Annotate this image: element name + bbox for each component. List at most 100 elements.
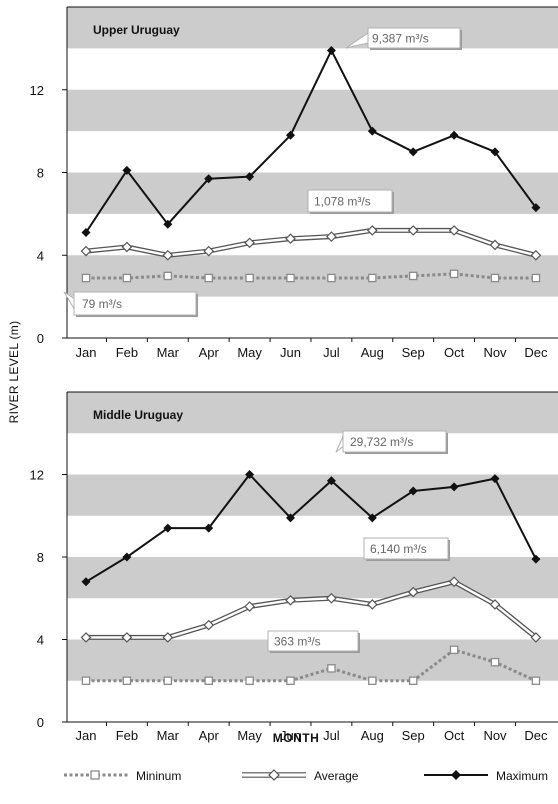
- annotation-box: [342, 430, 447, 453]
- point-average-sep: [407, 586, 419, 598]
- y-tick-label: 0: [37, 715, 44, 730]
- point-maximum-jul: [326, 476, 336, 486]
- x-tick-label-aug: Aug: [361, 728, 384, 743]
- point-maximum-apr: [204, 174, 214, 184]
- point-average-dec: [530, 249, 542, 261]
- point-minimum-feb: [122, 273, 132, 283]
- legend-label-maximum: Maximum: [496, 769, 548, 783]
- x-tick-label-dec: Dec: [524, 728, 548, 743]
- shaded-band: [67, 557, 558, 599]
- x-tick-label-feb: Feb: [116, 728, 138, 743]
- annotation-box: [73, 291, 197, 316]
- annotation-maximum: 9,387 m³/s: [345, 27, 462, 50]
- annotation-label: 79 m³/s: [82, 297, 122, 311]
- point-minimum-jul: [327, 273, 336, 283]
- shaded-band: [67, 474, 558, 516]
- x-tick-label-nov: Nov: [483, 345, 507, 360]
- point-maximum-may: [245, 470, 255, 479]
- point-average-nov: [489, 239, 501, 251]
- point-average-aug: [366, 599, 378, 610]
- point-maximum-sep: [408, 486, 418, 496]
- x-axis-title: MONTH: [273, 731, 320, 745]
- legend-label-average: Average: [314, 769, 359, 783]
- annotation-box: [363, 537, 449, 560]
- point-maximum-jun: [286, 130, 295, 140]
- shaded-band: [67, 392, 558, 434]
- point-average-mar: [162, 632, 174, 643]
- y-tick-label: 12: [30, 468, 44, 483]
- point-minimum-mar: [163, 676, 173, 686]
- point-maximum-feb: [122, 165, 132, 175]
- point-minimum-apr: [204, 676, 213, 686]
- middle-uruguay-panel: 0 4 8 12 Jan Feb Mar Apr May Jun Jul Aug Sep Oct Nov De…: [30, 391, 558, 743]
- point-maximum-oct: [449, 482, 459, 492]
- point-average-may: [244, 601, 255, 612]
- x-tick-label-jan: Jan: [76, 345, 97, 360]
- y-tick-label: 12: [30, 83, 44, 98]
- point-maximum-nov: [490, 147, 500, 157]
- y-tick-label: 8: [37, 166, 44, 181]
- series-mininum: [81, 645, 541, 686]
- x-tick-label-jul: Jul: [323, 728, 340, 743]
- legend-average: Average: [242, 769, 359, 783]
- series-line-minimum: [86, 648, 537, 683]
- point-maximum-mar: [163, 523, 173, 533]
- x-tick-label-apr: Apr: [199, 728, 220, 743]
- legend-maximum: Maximum: [424, 769, 548, 783]
- point-minimum-aug: [368, 676, 377, 686]
- annotation-box: [307, 189, 393, 213]
- point-minimum-nov: [490, 657, 500, 667]
- point-minimum-apr: [204, 273, 213, 283]
- point-minimum-sep: [408, 271, 418, 281]
- annotation-average: 1,078 m³/s: [307, 189, 394, 214]
- point-maximum-may: [245, 172, 255, 182]
- point-average-jul: [326, 231, 337, 242]
- series-line-minimum: [86, 272, 536, 280]
- series-line-maximum: [85, 473, 537, 583]
- point-average-nov: [489, 599, 501, 610]
- y-tick-label: 4: [37, 248, 44, 263]
- point-average-jun: [285, 233, 296, 245]
- annotation-label: 6,140 m³/s: [370, 542, 427, 556]
- annotation-pointer: [335, 436, 344, 453]
- point-minimum-mar: [163, 271, 173, 281]
- point-maximum-dec: [531, 203, 541, 213]
- x-tick-label-jul: Jul: [323, 345, 340, 360]
- series-line-maximum: [85, 49, 537, 234]
- point-average-jun: [285, 594, 296, 606]
- x-tick-label-may: May: [237, 728, 262, 743]
- point-maximum-mar: [163, 219, 173, 229]
- x-tick-label-feb: Feb: [116, 345, 138, 360]
- x-tick-label-mar: Mar: [157, 728, 180, 743]
- annotation-label: 9,387 m³/s: [372, 32, 429, 46]
- shaded-band: [67, 89, 558, 132]
- panel-title: Upper Uruguay: [93, 23, 180, 37]
- series-line-average-inner: [86, 580, 537, 639]
- x-tick-label-apr: Apr: [199, 345, 220, 360]
- point-minimum-nov: [490, 273, 500, 283]
- annotation-label: 29,732 m³/s: [350, 435, 413, 449]
- x-tick-label-nov: Nov: [483, 728, 507, 743]
- upper-uruguay-panel: 0 4 8 12 Jan Feb Mar Apr May Jun Jul Aug Sep Oct Nov De…: [30, 6, 558, 360]
- series-line-average-inner: [85, 229, 537, 257]
- annotation-box: [267, 630, 359, 652]
- annotation-mininum: 363 m³/s: [267, 630, 360, 653]
- series-average: [80, 576, 542, 643]
- point-maximum-jan: [81, 577, 91, 587]
- point-maximum-aug: [367, 513, 377, 523]
- annotation-average: 6,140 m³/s: [363, 537, 450, 561]
- point-minimum-dec: [531, 273, 541, 283]
- y-tick-label: 8: [37, 550, 44, 565]
- point-average-aug: [366, 225, 378, 236]
- annotation-mininum: 79 m³/s: [63, 291, 198, 317]
- point-minimum-jun: [286, 273, 295, 283]
- point-minimum-dec: [531, 676, 541, 686]
- point-average-apr: [203, 619, 215, 631]
- point-minimum-oct: [449, 269, 459, 279]
- x-tick-label-dec: Dec: [524, 345, 548, 360]
- point-maximum-dec: [531, 554, 541, 564]
- point-maximum-apr: [204, 523, 214, 533]
- point-average-may: [244, 237, 255, 249]
- point-minimum-may: [245, 676, 254, 686]
- point-minimum-may: [245, 273, 254, 283]
